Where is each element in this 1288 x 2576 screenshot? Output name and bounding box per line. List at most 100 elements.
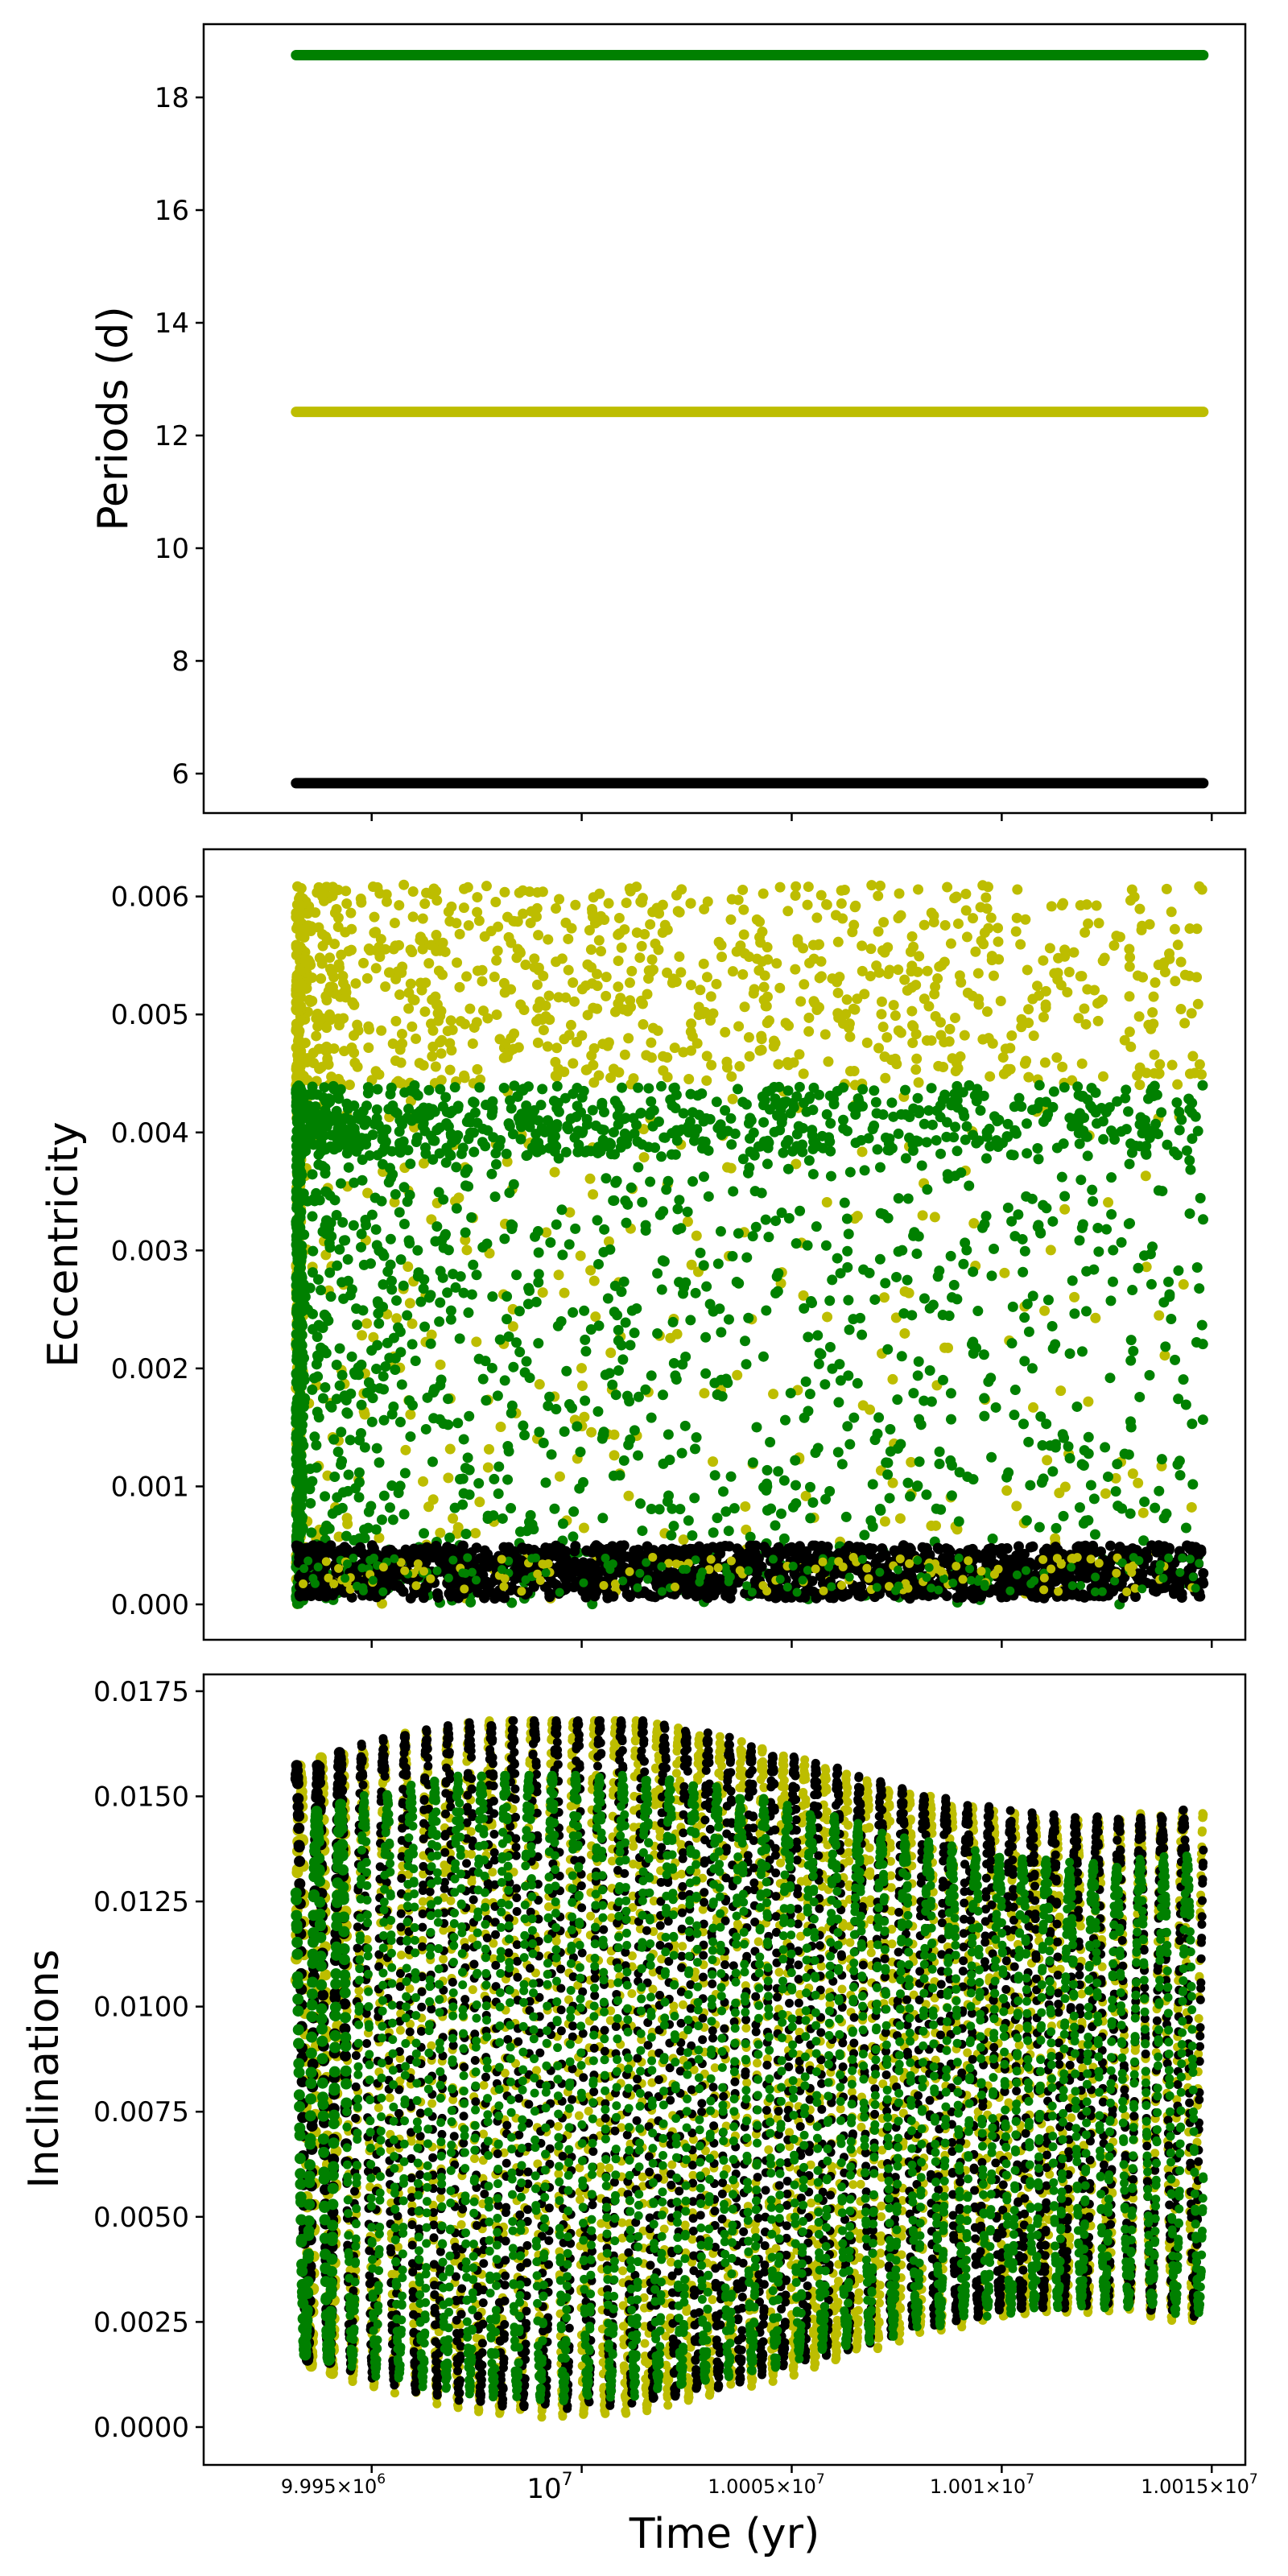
ecc-point-green	[1010, 1128, 1022, 1139]
ecc-point-green	[474, 1082, 485, 1093]
ecc-point-yellow	[672, 906, 683, 917]
ecc-point-yellow	[538, 970, 549, 981]
ecc-point-green	[1156, 1107, 1167, 1118]
ecc-point-green	[872, 1428, 883, 1439]
ecc-point-green	[958, 1258, 969, 1269]
ecc-point-green	[473, 1478, 485, 1489]
ecc-point-yellow	[1154, 1068, 1165, 1080]
ecc-point-yellow	[726, 1071, 737, 1082]
ecc-point-yellow	[532, 887, 543, 898]
ecc-point-green	[514, 1347, 526, 1358]
ecc-point-green	[807, 1169, 819, 1180]
ecc-point-green	[502, 1291, 513, 1302]
ecc-point-yellow	[437, 937, 448, 948]
ecc-point-black	[1018, 1549, 1030, 1560]
ecc-point-green	[503, 1446, 514, 1457]
ecc-point-green	[1134, 1119, 1146, 1130]
ecc-point-green	[975, 1105, 986, 1117]
ecc-point-green	[859, 1530, 870, 1541]
ecc-point-green	[1007, 1301, 1018, 1312]
ecc-point-yellow	[460, 1234, 471, 1245]
ecc-point-black	[692, 1542, 704, 1554]
ecc-point-green	[709, 1470, 720, 1481]
ecc-point-yellow	[455, 1016, 466, 1027]
ecc-point-green	[820, 1240, 832, 1251]
ecc-point-green	[1130, 1140, 1141, 1151]
ecc-point-yellow	[396, 967, 407, 978]
ecc-point-green	[989, 1111, 1000, 1122]
ecc-point-green	[546, 1449, 557, 1460]
ecc-point-green	[370, 1224, 382, 1235]
ecc-point-green	[813, 1358, 824, 1369]
ecc-point-green	[782, 1085, 794, 1096]
ecc-point-yellow	[705, 1015, 716, 1026]
ecc-point-yellow	[857, 1146, 868, 1158]
ecc-point-green	[1059, 1082, 1070, 1093]
ecc-point-yellow	[537, 1287, 548, 1298]
ecc-point-green	[1058, 1510, 1069, 1521]
ecc-point-yellow	[500, 1038, 511, 1049]
ecc-point-black	[628, 1556, 639, 1567]
ecc-point-green	[320, 1114, 332, 1125]
ecc-point-black	[544, 1591, 555, 1603]
ecc-point-green	[961, 1245, 972, 1256]
ecc-point-green	[519, 1430, 530, 1441]
ecc-point-green	[761, 1305, 772, 1316]
ecc-point-green	[794, 1081, 805, 1092]
ecc-point-green	[398, 1509, 410, 1520]
ecc-point-yellow	[1076, 971, 1088, 982]
ecc-point-green	[391, 1295, 402, 1307]
ecc-point-yellow	[844, 1031, 856, 1042]
ecc-point-green	[919, 1293, 930, 1304]
ecc-point-yellow	[803, 881, 814, 893]
ecc-point-yellow	[968, 1218, 980, 1229]
ecc-point-green	[737, 1154, 749, 1165]
ecc-point-green	[1033, 1154, 1044, 1165]
ecc-point-yellow	[757, 927, 768, 938]
ecc-point-yellow	[1091, 900, 1102, 911]
ecc-point-yellow	[350, 978, 361, 989]
ecc-point-yellow	[795, 996, 807, 1007]
ecc-point-green	[322, 1098, 333, 1109]
ecc-point-green	[334, 1380, 345, 1391]
ecc-point-green	[580, 1334, 591, 1345]
ecc-point-yellow	[852, 1211, 863, 1222]
ecc-point-yellow	[647, 964, 658, 976]
ecc-point-yellow	[454, 981, 465, 993]
ecc-point-green	[620, 1113, 631, 1124]
ecc-point-green	[699, 1115, 710, 1126]
ecc-point-yellow	[427, 1494, 439, 1505]
ecc-point-green	[469, 1146, 480, 1158]
ecc-point-green	[1194, 1283, 1205, 1294]
ecc-point-yellow	[467, 1038, 478, 1049]
ecc-point-yellow	[582, 959, 593, 970]
ecc-point-yellow	[415, 931, 426, 943]
ecc-point-yellow	[1023, 1018, 1034, 1029]
ecc-point-green	[703, 1191, 714, 1202]
ecc-point-yellow	[890, 1312, 902, 1323]
ecc-point-yellow	[592, 980, 603, 992]
ecc-point-green	[334, 1244, 345, 1255]
ecc-point-green	[502, 1314, 513, 1325]
ecc-point-green	[1187, 1479, 1199, 1490]
ecc-point-green	[942, 1169, 953, 1180]
ecc-point-green	[725, 1113, 737, 1124]
ecc-point-yellow	[769, 1035, 780, 1046]
ecc-point-green	[921, 1489, 932, 1501]
ecc-point-yellow	[397, 1038, 408, 1049]
ecc-point-yellow	[520, 960, 531, 971]
ecc-point-green	[803, 1331, 814, 1343]
ecc-point-yellow	[811, 912, 823, 923]
ecc-point-green	[953, 1516, 964, 1527]
ecc-point-green	[490, 1158, 502, 1170]
ecc-point-green	[412, 1245, 423, 1256]
ecc-point-green	[1038, 1473, 1049, 1484]
ecc-point-black	[618, 1540, 630, 1551]
ecc-point-green	[666, 1530, 677, 1541]
ecc-point-green	[1171, 1097, 1183, 1108]
ecc-point-yellow	[293, 1029, 304, 1040]
ecc-point-green	[1019, 1312, 1030, 1323]
ecc-point-yellow	[685, 1026, 696, 1038]
ecc-point-yellow	[369, 927, 380, 939]
ecc-point-green	[610, 1389, 621, 1401]
